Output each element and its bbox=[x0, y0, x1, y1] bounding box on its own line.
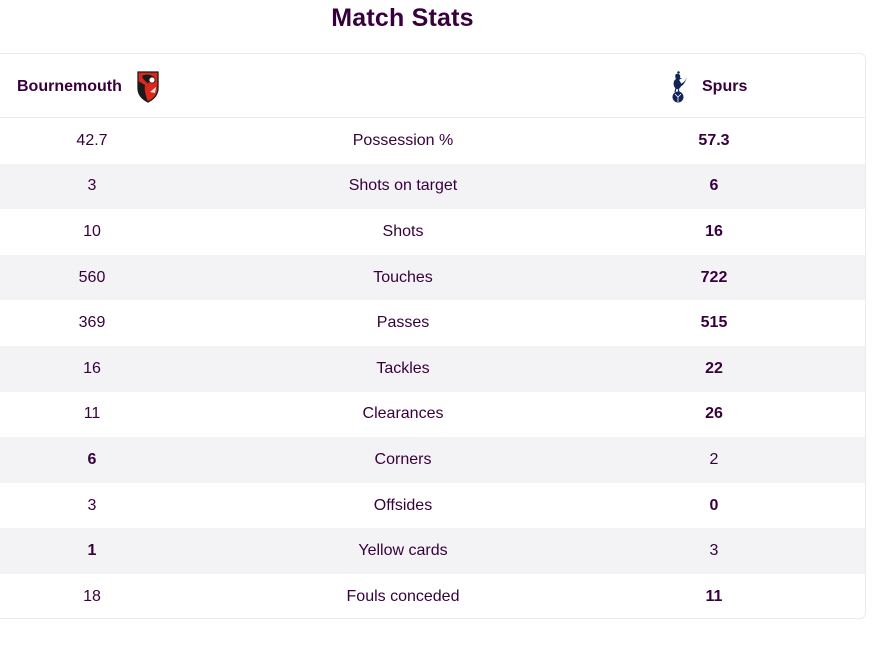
stat-home-value: 3 bbox=[87, 177, 97, 195]
stat-label: Tackles bbox=[376, 359, 430, 377]
stat-away-value: 3 bbox=[709, 542, 719, 560]
stats-rows: 42.7 Possession % 57.3 3 Shots on target 6 10 S… bbox=[0, 118, 865, 618]
stat-home-value: 42.7 bbox=[76, 131, 108, 149]
stat-home-value: 11 bbox=[83, 405, 101, 423]
stat-label: Clearances bbox=[362, 405, 444, 423]
stat-row: 11 Clearances 26 bbox=[0, 392, 865, 438]
stats-table: Bournemouth Spurs bbox=[0, 53, 866, 619]
stat-label: Touches bbox=[373, 268, 433, 286]
stat-label: Fouls conceded bbox=[346, 587, 460, 605]
stat-home-value: 10 bbox=[83, 222, 101, 240]
stat-home-value: 16 bbox=[83, 359, 101, 377]
stat-label: Corners bbox=[374, 450, 432, 468]
home-team-name: Bournemouth bbox=[17, 78, 122, 95]
spurs-cockerel-icon bbox=[672, 71, 687, 103]
stat-home-value: 560 bbox=[78, 268, 106, 286]
stat-label: Possession % bbox=[352, 131, 454, 149]
stat-row: 369 Passes 515 bbox=[0, 300, 865, 346]
stat-home-value: 1 bbox=[87, 542, 97, 560]
stat-home-value: 369 bbox=[78, 314, 106, 332]
stat-home-value: 6 bbox=[87, 450, 97, 468]
home-team[interactable]: Bournemouth bbox=[17, 71, 160, 103]
stat-away-value: 57.3 bbox=[698, 131, 730, 149]
stat-label: Offsides bbox=[373, 496, 433, 514]
stat-away-value: 22 bbox=[705, 359, 723, 377]
stat-away-value: 515 bbox=[700, 314, 728, 332]
stat-away-value: 11 bbox=[705, 587, 723, 605]
stat-home-value: 3 bbox=[87, 496, 97, 514]
page-title: Match Stats bbox=[331, 4, 474, 32]
stat-away-value: 2 bbox=[709, 450, 719, 468]
stat-away-value: 0 bbox=[709, 496, 719, 514]
stat-label: Shots bbox=[382, 222, 424, 240]
stat-row: 1 Yellow cards 3 bbox=[0, 528, 865, 574]
stat-row: 6 Corners 2 bbox=[0, 437, 865, 483]
stat-away-value: 26 bbox=[705, 405, 723, 423]
stat-row: 42.7 Possession % 57.3 bbox=[0, 118, 865, 164]
stat-row: 16 Tackles 22 bbox=[0, 345, 865, 392]
stats-header: Bournemouth Spurs bbox=[0, 54, 865, 118]
away-team[interactable]: Spurs bbox=[668, 70, 747, 104]
stat-label: Yellow cards bbox=[358, 542, 448, 560]
stat-row: 10 Shots 16 bbox=[0, 209, 865, 255]
stat-row: 18 Fouls conceded 11 bbox=[0, 574, 865, 618]
stat-home-value: 18 bbox=[83, 587, 101, 605]
bournemouth-crest-icon bbox=[137, 71, 159, 103]
stat-row: 3 Shots on target 6 bbox=[0, 163, 865, 210]
away-team-name: Spurs bbox=[702, 78, 748, 95]
stat-label: Passes bbox=[376, 314, 430, 332]
stat-row: 560 Touches 722 bbox=[0, 254, 865, 301]
stat-away-value: 16 bbox=[705, 222, 723, 240]
stat-label: Shots on target bbox=[348, 177, 458, 195]
stat-away-value: 6 bbox=[709, 177, 719, 195]
stat-away-value: 722 bbox=[700, 268, 728, 286]
stat-row: 3 Offsides 0 bbox=[0, 483, 865, 529]
